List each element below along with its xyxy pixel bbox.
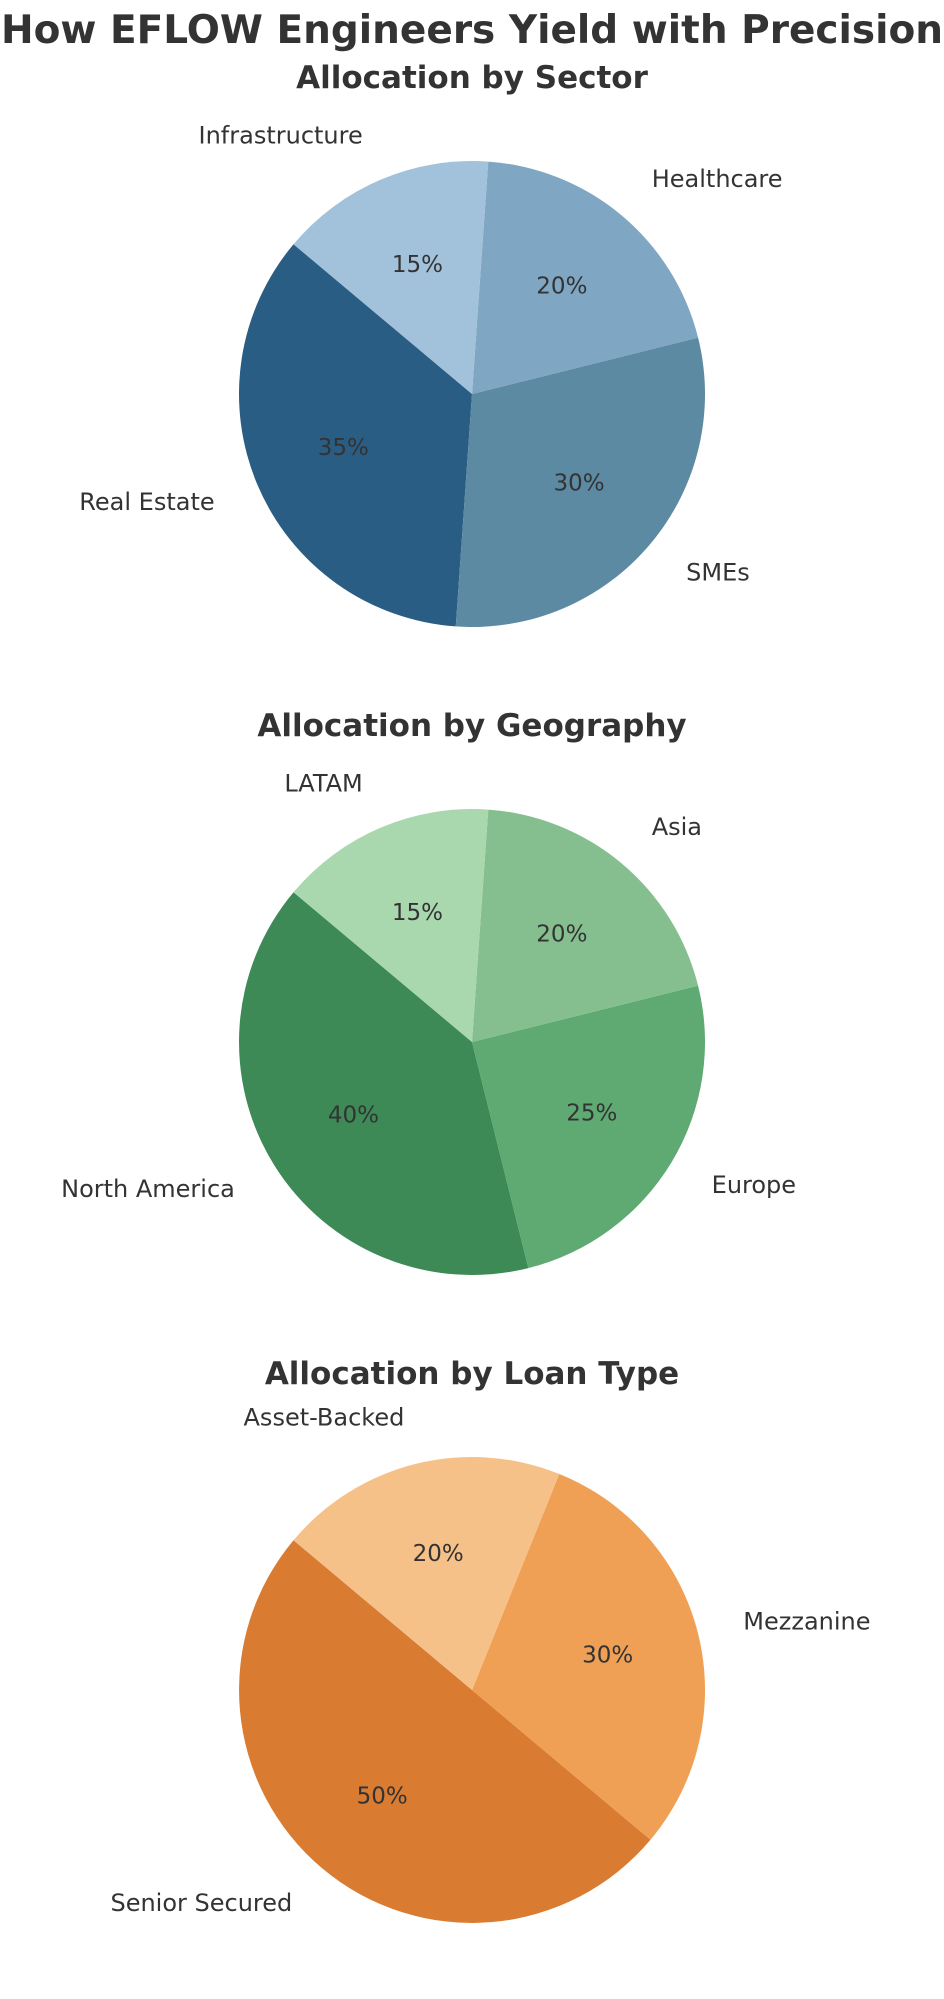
pie-slice-infrastructure [293,161,489,394]
pie-slice-mezzanine [472,1473,705,1840]
slice-label: SMEs [686,559,750,587]
pct-label: 35% [318,435,369,461]
chart-title: Allocation by Sector [296,60,648,96]
pie-slice-latam [293,809,489,1042]
slice-label: Senior Secured [110,1889,292,1917]
pct-label: 20% [536,921,587,947]
slice-label: Asset-Backed [244,1404,405,1432]
pct-label: 20% [536,273,587,299]
pie-slice-north-america [239,892,529,1275]
pie-slice-smes [455,337,705,627]
pie-slice-europe [472,985,705,1269]
pie-slice-asset-backed [293,1457,560,1690]
slice-label: Mezzanine [743,1607,870,1635]
pct-label: 50% [357,1784,408,1810]
slice-label: North America [61,1175,235,1203]
pct-label: 40% [328,1103,379,1129]
slice-label: Infrastructure [199,122,363,150]
chart-title: Allocation by Loan Type [265,1356,679,1392]
geography-pie-chart: Allocation by Geography North America 40%… [61,708,796,1275]
pct-label: 15% [392,252,443,278]
slice-label: Europe [712,1171,796,1199]
slice-label: LATAM [284,770,362,798]
pie-slice-senior-secured [239,1540,651,1923]
pie-slice-healthcare [472,161,699,394]
loan-type-pie-chart: Allocation by Loan Type Senior Secured 50… [110,1356,871,1923]
figure-title: How EFLOW Engineers Yield with Precision [0,8,944,53]
pct-label: 20% [413,1541,464,1567]
slice-label: Healthcare [652,165,783,193]
pct-label: 15% [392,900,443,926]
sector-pie-chart: Allocation by Sector Real Estate 35% SMEs 3… [79,60,783,627]
chart-title: Allocation by Geography [257,708,686,744]
pct-label: 30% [554,470,605,496]
slice-label: Asia [652,813,702,841]
pct-label: 25% [566,1101,617,1127]
slice-label: Real Estate [79,488,214,516]
pie-slice-real-estate [239,244,472,627]
pie-slice-asia [472,809,699,1042]
pct-label: 30% [582,1643,633,1669]
